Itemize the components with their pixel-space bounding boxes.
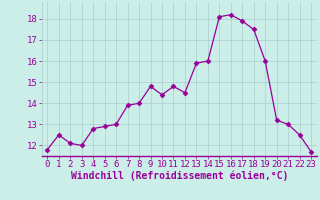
X-axis label: Windchill (Refroidissement éolien,°C): Windchill (Refroidissement éolien,°C) (70, 171, 288, 181)
